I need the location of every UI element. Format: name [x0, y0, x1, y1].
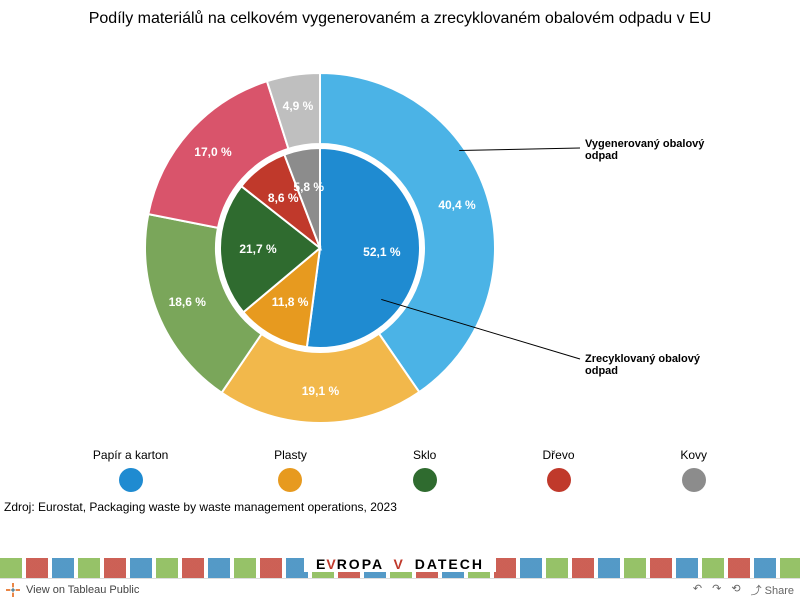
slice-label-metal: 4,9 % [283, 99, 314, 113]
slice-label-plastic: 19,1 % [302, 384, 339, 398]
slice-label-wood: 17,0 % [194, 145, 231, 159]
view-tableau-link[interactable]: View on Tableau Public [26, 584, 139, 596]
page-title: Podíly materiálů na celkovém vygenerovan… [0, 0, 800, 33]
redo-icon[interactable]: ↷ [712, 582, 721, 598]
slice-label-metal: 5,8 % [293, 180, 324, 194]
slice-label-glass: 18,6 % [169, 295, 206, 309]
pie-chart [0, 33, 800, 453]
slice-label-paper: 52,1 % [363, 245, 400, 259]
slice-label-plastic: 11,8 % [272, 295, 309, 309]
undo-icon[interactable]: ↶ [693, 582, 702, 598]
footer: EVROPA V DATECH View on Tableau Public ↶… [0, 558, 800, 600]
slice-label-paper: 40,4 % [438, 198, 475, 212]
tableau-icon [6, 583, 20, 597]
legend-swatch [547, 468, 571, 492]
brand-logo: EVROPA V DATECH [304, 556, 496, 572]
legend-swatch [413, 468, 437, 492]
share-button[interactable]: ⤴ Share [751, 582, 794, 598]
legend-swatch [278, 468, 302, 492]
annotation-inner: Zrecyklovaný obalový odpad [585, 353, 725, 377]
tableau-bar: View on Tableau Public ↶ ↷ ⟲ ⤴ Share [0, 578, 800, 600]
legend-swatch [682, 468, 706, 492]
annotation-outer: Vygenerovaný obalový odpad [585, 138, 725, 162]
legend-swatch [119, 468, 143, 492]
slice-label-glass: 21,7 % [239, 242, 276, 256]
source-text: Zdroj: Eurostat, Packaging waste by wast… [0, 492, 800, 516]
reset-icon[interactable]: ⟲ [731, 582, 740, 598]
chart-area: 40,4 % 19,1 % 18,6 % 17,0 % 4,9 % 52,1 % 11,8 … [0, 33, 800, 453]
